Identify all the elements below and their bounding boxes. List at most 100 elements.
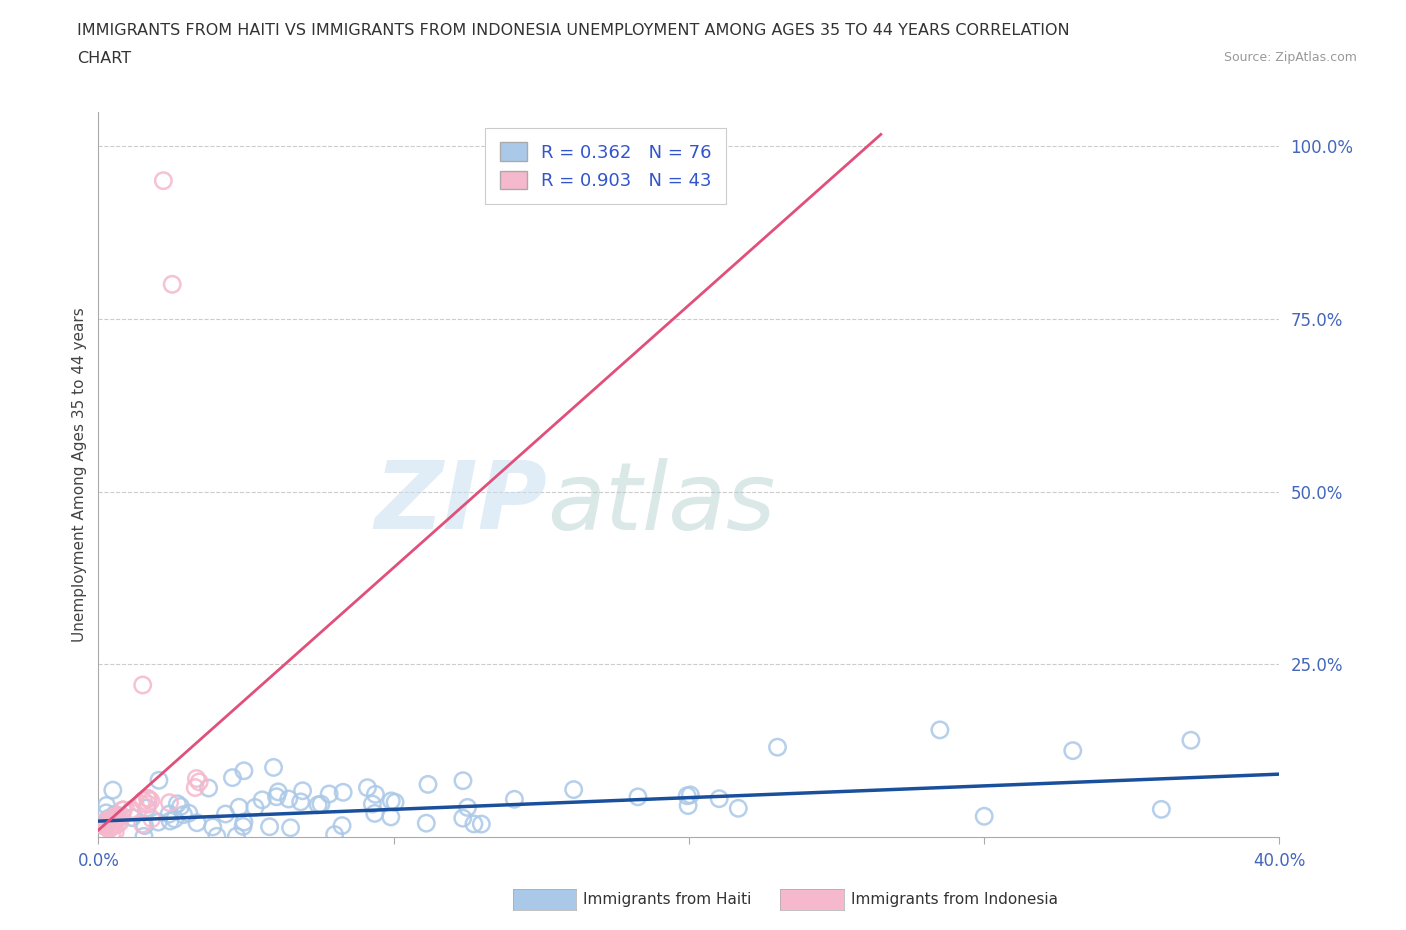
Point <box>307 797 329 812</box>
Point <box>132 678 155 693</box>
Point <box>157 806 180 821</box>
Point <box>98 819 121 834</box>
Point <box>96 798 118 813</box>
Y-axis label: Unemployment Among Ages 35 to 44 years: Unemployment Among Ages 35 to 44 years <box>72 307 87 642</box>
Point <box>103 814 125 829</box>
Point <box>108 808 131 823</box>
Point <box>562 782 585 797</box>
Point <box>221 770 243 785</box>
Point <box>676 798 699 813</box>
Text: atlas: atlas <box>547 458 776 549</box>
Point <box>232 764 254 778</box>
Point <box>173 807 195 822</box>
Legend: R = 0.362   N = 76, R = 0.903   N = 43: R = 0.362 N = 76, R = 0.903 N = 43 <box>485 128 727 205</box>
Point <box>105 813 128 828</box>
Point <box>94 805 117 820</box>
Point <box>98 821 121 836</box>
Point <box>323 827 346 842</box>
Point <box>104 806 127 821</box>
Point <box>94 817 117 832</box>
Point <box>225 829 247 844</box>
Text: Immigrants from Indonesia: Immigrants from Indonesia <box>851 892 1057 907</box>
Point <box>152 173 174 188</box>
Point <box>309 797 332 812</box>
Point <box>98 811 121 826</box>
Point <box>100 812 122 827</box>
Point <box>104 810 127 825</box>
Point <box>89 829 111 844</box>
Point <box>120 803 142 817</box>
Point <box>463 817 485 831</box>
Point <box>197 780 219 795</box>
Point <box>415 816 437 830</box>
Point <box>451 773 474 788</box>
Point <box>973 809 995 824</box>
Point <box>139 793 162 808</box>
Point <box>205 829 228 844</box>
Point <box>267 784 290 799</box>
Point <box>709 791 731 806</box>
Point <box>159 795 181 810</box>
Point <box>111 808 134 823</box>
Point <box>201 819 224 834</box>
Point <box>90 825 112 840</box>
Point <box>318 787 340 802</box>
Point <box>457 800 479 815</box>
Text: IMMIGRANTS FROM HAITI VS IMMIGRANTS FROM INDONESIA UNEMPLOYMENT AMONG AGES 35 TO: IMMIGRANTS FROM HAITI VS IMMIGRANTS FROM… <box>77 23 1070 38</box>
Point <box>141 811 163 826</box>
Point <box>243 800 266 815</box>
Point <box>131 817 153 831</box>
Point <box>380 793 402 808</box>
Point <box>232 819 254 834</box>
Point <box>186 771 208 786</box>
Point <box>93 815 115 830</box>
Point <box>727 801 749 816</box>
Point <box>451 811 474 826</box>
Point <box>132 829 155 844</box>
Point <box>380 809 402 824</box>
Point <box>108 815 131 830</box>
Point <box>94 819 117 834</box>
Point <box>166 796 188 811</box>
Point <box>263 760 285 775</box>
Point <box>159 814 181 829</box>
Point <box>188 775 211 790</box>
Point <box>111 803 134 817</box>
Point <box>121 810 143 825</box>
Point <box>290 794 312 809</box>
Point <box>259 819 281 834</box>
Point <box>228 800 250 815</box>
Point <box>1062 743 1084 758</box>
Point <box>250 792 273 807</box>
Point <box>93 829 115 844</box>
Point <box>416 777 439 791</box>
Point <box>105 817 128 832</box>
Point <box>134 818 156 833</box>
Point <box>136 797 159 812</box>
Point <box>364 787 387 802</box>
Point <box>384 795 406 810</box>
Point <box>291 783 314 798</box>
Point <box>96 819 118 834</box>
Point <box>148 773 170 788</box>
Point <box>214 806 236 821</box>
Point <box>364 806 387 821</box>
Point <box>103 818 125 833</box>
Point <box>136 801 159 816</box>
Point <box>94 818 117 833</box>
Point <box>148 815 170 830</box>
Point <box>129 796 152 811</box>
Text: Source: ZipAtlas.com: Source: ZipAtlas.com <box>1223 51 1357 64</box>
Point <box>470 817 492 831</box>
Point <box>103 813 125 828</box>
Point <box>280 820 302 835</box>
Point <box>169 799 191 814</box>
Point <box>332 785 354 800</box>
Point <box>162 277 183 292</box>
Point <box>676 789 699 804</box>
Point <box>184 780 207 795</box>
Point <box>94 817 117 832</box>
Point <box>627 790 650 804</box>
Point <box>163 812 186 827</box>
Point <box>104 812 127 827</box>
